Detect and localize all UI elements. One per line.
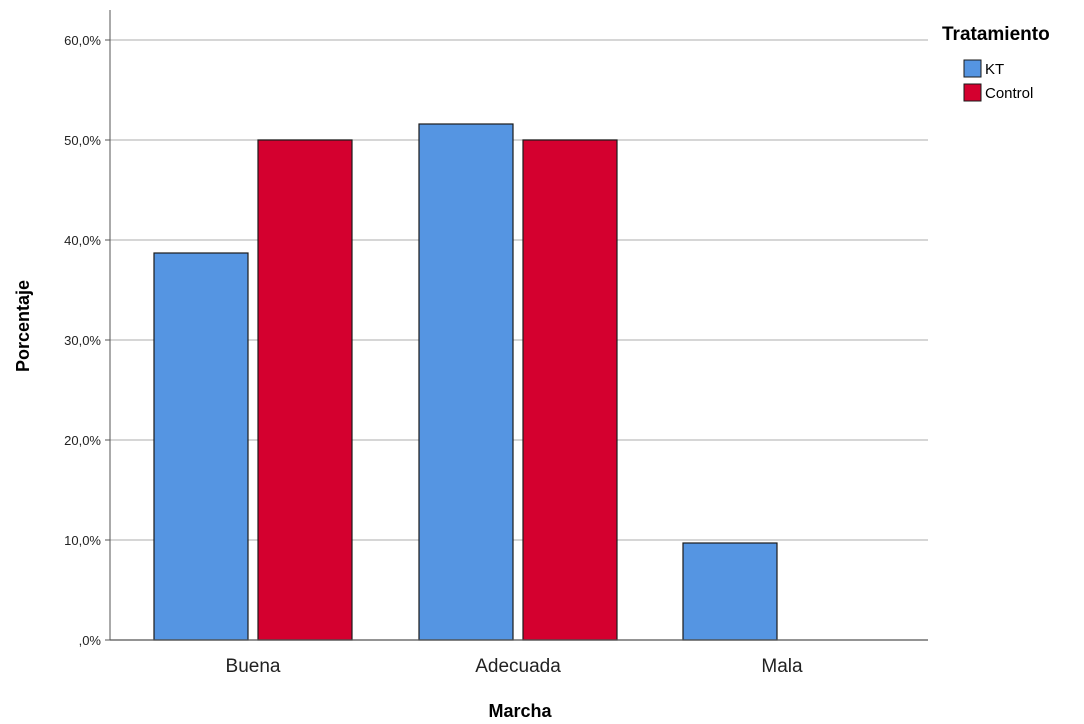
x-tick-label: Mala — [761, 656, 803, 677]
y-tick-label: 30,0% — [64, 333, 101, 348]
legend: Tratamiento KT Control — [942, 24, 1050, 102]
y-tick-label: 50,0% — [64, 133, 101, 148]
legend-label-kt: KT — [985, 61, 1004, 78]
x-tick-label: Adecuada — [475, 656, 561, 677]
y-tick-labels: ,0% 10,0% 20,0% 30,0% 40,0% 50,0% 60,0% — [64, 33, 110, 648]
legend-swatch-control — [963, 83, 982, 102]
y-tick-label: 40,0% — [64, 233, 101, 248]
axes — [109, 10, 928, 641]
bar-kt-buena — [153, 252, 249, 641]
legend-label-control: Control — [985, 85, 1033, 102]
y-axis-title: Porcentaje — [13, 280, 33, 372]
x-tick-labels: Buena Adecuada Mala — [226, 656, 803, 677]
y-tick-label: 60,0% — [64, 33, 101, 48]
bar-control-adecuada — [522, 139, 618, 641]
y-tick-label: 10,0% — [64, 533, 101, 548]
legend-swatch-kt — [963, 59, 982, 78]
x-axis-title: Marcha — [488, 701, 552, 721]
legend-title: Tratamiento — [942, 24, 1050, 45]
bar-kt-adecuada — [418, 123, 514, 641]
bar-control-buena — [257, 139, 353, 641]
x-tick-label: Buena — [226, 656, 281, 677]
bar-kt-mala — [682, 542, 778, 641]
y-tick-label: ,0% — [79, 633, 102, 648]
bars — [153, 123, 778, 641]
y-tick-label: 20,0% — [64, 433, 101, 448]
